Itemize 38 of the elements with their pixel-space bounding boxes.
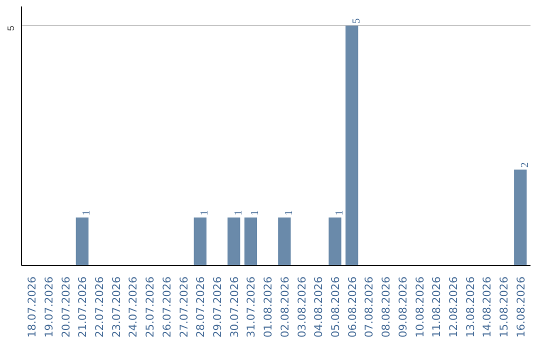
x-tick-label: 08.08.2026	[380, 276, 393, 338]
x-tick-label: 31.07.2026	[244, 276, 258, 338]
x-tick-label: 25.07.2026	[144, 276, 157, 338]
x-tick-label: 18.07.2026	[26, 276, 39, 338]
x-tick-label: 29.07.2026	[211, 276, 224, 338]
x-tick-label: 07.08.2026	[362, 276, 376, 338]
x-tick-label: 21.07.2026	[76, 276, 90, 338]
x-tick-label: 04.08.2026	[312, 276, 326, 338]
x-tick-label: 19.07.2026	[42, 276, 56, 338]
data-label: 1	[233, 210, 244, 216]
data-label: 1	[200, 210, 211, 216]
data-label: 1	[284, 210, 295, 216]
data-label: 2	[520, 162, 531, 168]
x-tick-label: 13.08.2026	[464, 276, 477, 338]
x-tick-label: 06.08.2026	[346, 276, 359, 338]
x-tick-label: 10.08.2026	[413, 276, 426, 338]
x-tick-label: 12.08.2026	[446, 276, 460, 338]
x-tick-label: 14.08.2026	[480, 276, 494, 338]
data-label: 1	[250, 210, 262, 216]
x-tick-label: 05.08.2026	[328, 276, 342, 338]
x-tick-label: 30.07.2026	[228, 276, 241, 338]
x-tick-label: 11.08.2026	[430, 276, 444, 338]
x-tick-label: 28.07.2026	[194, 276, 208, 338]
x-tick-label: 22.07.2026	[93, 276, 106, 338]
x-tick-label: 27.07.2026	[177, 276, 190, 338]
x-tick-label: 20.07.2026	[59, 276, 72, 338]
x-tick-label: 16.08.2026	[514, 276, 528, 338]
data-label: 5	[351, 18, 362, 24]
x-tick-label: 26.07.2026	[160, 276, 174, 338]
x-tick-label: 24.07.2026	[126, 276, 140, 338]
x-tick-label: 23.07.2026	[110, 276, 123, 338]
data-label: 1	[334, 210, 346, 216]
x-tick-label: 02.08.2026	[278, 276, 292, 338]
x-tick-label: 09.08.2026	[396, 276, 410, 338]
data-label: 1	[82, 210, 93, 216]
x-tick-label: 03.08.2026	[295, 276, 308, 338]
x-tick-label: 15.08.2026	[498, 276, 511, 338]
x-tick-label: 01.08.2026	[262, 276, 275, 338]
